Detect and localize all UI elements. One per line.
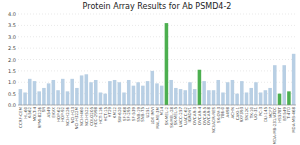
bar — [287, 91, 291, 105]
bar — [103, 94, 107, 105]
bar — [56, 90, 60, 105]
bar — [42, 88, 46, 105]
bar — [99, 92, 103, 105]
bar — [226, 82, 230, 105]
y-tick-label: 4.0 — [8, 11, 16, 17]
bar — [245, 92, 249, 105]
bar — [254, 82, 258, 105]
bar — [207, 90, 211, 105]
bars — [19, 23, 296, 105]
x-tick-label: MDA-MB-468 — [291, 107, 296, 133]
bar — [221, 92, 225, 105]
bar — [259, 92, 263, 105]
bar — [23, 92, 27, 105]
grid-line — [18, 48, 296, 49]
bar — [212, 90, 216, 105]
y-tick-label: 0.5 — [8, 91, 16, 97]
bar — [118, 82, 122, 105]
bar — [89, 82, 93, 105]
bar — [160, 86, 164, 105]
x-axis: CCRF-CEMHL-60K-562MOLT-4RPMI-8226SRA549E… — [18, 106, 296, 144]
bar — [292, 54, 296, 105]
bar — [75, 88, 79, 105]
bar — [165, 23, 169, 105]
bar — [52, 80, 56, 105]
y-tick-label: 1.0 — [8, 79, 16, 85]
y-tick-label: 2.0 — [8, 57, 16, 63]
y-tick-label: 3.0 — [8, 34, 16, 40]
y-tick-label: 0.0 — [8, 102, 16, 108]
title: Protein Array Results for Ab PSMD4-2 — [83, 2, 232, 11]
bar — [169, 80, 173, 105]
bar — [273, 65, 277, 105]
bar — [28, 79, 32, 105]
bar — [278, 94, 282, 105]
bar — [136, 82, 140, 105]
bar — [85, 74, 89, 105]
bar — [155, 83, 159, 105]
bar — [61, 79, 65, 105]
bar — [198, 70, 202, 105]
bar — [216, 80, 220, 105]
bar — [141, 86, 145, 105]
bar — [235, 94, 239, 105]
y-tick-label: 2.5 — [8, 45, 16, 51]
grid-line — [18, 36, 296, 37]
bar — [264, 90, 268, 105]
bar — [249, 88, 253, 105]
bar — [66, 91, 70, 105]
bar — [240, 81, 244, 105]
bar — [146, 81, 150, 105]
bar — [151, 71, 155, 105]
bar — [174, 88, 178, 105]
bar — [282, 65, 286, 105]
bar — [122, 92, 126, 105]
bar — [231, 80, 235, 105]
x-axis-line — [18, 105, 296, 106]
y-axis: 0.0 0.5 1.0 1.5 2.0 2.5 3.0 3.5 4.0 — [8, 11, 296, 108]
bar — [47, 83, 51, 105]
bar — [37, 91, 41, 105]
bar — [202, 81, 206, 105]
bar — [132, 86, 136, 105]
bar — [19, 89, 23, 105]
bar — [94, 80, 98, 105]
bar — [127, 80, 131, 105]
grid-line — [18, 25, 296, 26]
bar — [268, 88, 272, 105]
bar — [193, 89, 197, 105]
grid-line — [18, 70, 296, 71]
bar — [184, 90, 188, 105]
bar — [113, 80, 117, 105]
chart: Protein Array Results for Ab PSMD4-20.00… — [0, 0, 300, 145]
y-tick-label: 3.5 — [8, 22, 16, 28]
bar — [80, 75, 84, 105]
bar — [70, 79, 74, 105]
y-tick-label: 1.5 — [8, 68, 16, 74]
bar — [188, 82, 192, 105]
bar — [179, 89, 183, 105]
bar — [108, 81, 112, 105]
bar — [33, 81, 37, 105]
grid-line — [18, 14, 296, 15]
grid-line — [18, 59, 296, 60]
